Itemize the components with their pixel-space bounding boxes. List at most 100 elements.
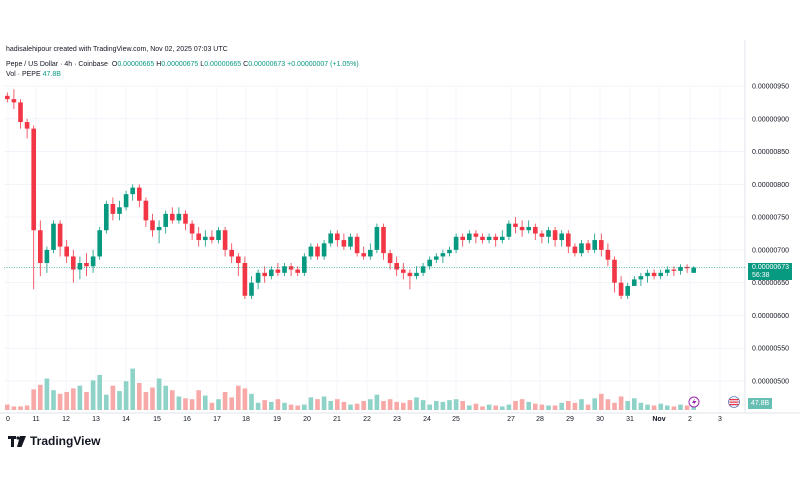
candle-body[interactable] (328, 233, 334, 244)
candle-body[interactable] (51, 223, 56, 250)
candle-body[interactable] (400, 269, 406, 273)
candle-body[interactable] (123, 194, 129, 208)
candle-body[interactable] (618, 282, 624, 296)
candle-body[interactable] (546, 230, 551, 237)
candle-body[interactable] (334, 233, 340, 241)
candle-body[interactable] (460, 236, 466, 241)
candle-body[interactable] (585, 243, 591, 250)
candle-body[interactable] (37, 230, 43, 263)
candle-body[interactable] (341, 240, 347, 247)
candle-body[interactable] (387, 253, 393, 263)
candle-body[interactable] (31, 128, 37, 231)
candle-body[interactable] (381, 226, 386, 254)
candle-body[interactable] (24, 122, 30, 129)
tradingview-logo[interactable]: TradingView (8, 434, 100, 448)
candle-body[interactable] (658, 272, 664, 277)
candle-body[interactable] (433, 256, 439, 260)
candle-body[interactable] (625, 285, 631, 296)
candle-body[interactable] (209, 236, 215, 241)
candle-body[interactable] (678, 266, 683, 271)
candle-body[interactable] (189, 223, 195, 234)
candle-body[interactable] (90, 256, 96, 267)
candle-body[interactable] (249, 282, 254, 296)
candle-body[interactable] (268, 269, 274, 277)
candle-body[interactable] (486, 236, 492, 241)
candle-body[interactable] (539, 233, 545, 237)
candle-body[interactable] (275, 269, 281, 273)
candle-body[interactable] (605, 249, 611, 260)
candle-body[interactable] (645, 272, 650, 277)
candle-body[interactable] (57, 223, 63, 247)
candle-body[interactable] (150, 220, 155, 231)
candle-body[interactable] (513, 223, 518, 227)
candle-body[interactable] (301, 256, 307, 273)
candle-body[interactable] (559, 233, 565, 241)
candle-body[interactable] (414, 272, 419, 277)
candle-body[interactable] (361, 253, 367, 257)
candle-body[interactable] (612, 259, 617, 283)
candle-body[interactable] (440, 253, 446, 257)
candle-body[interactable] (130, 187, 136, 195)
candle-body[interactable] (519, 226, 525, 231)
candle-body[interactable] (480, 236, 485, 241)
candle-body[interactable] (651, 272, 657, 277)
candle-body[interactable] (592, 240, 598, 250)
candle-body[interactable] (176, 213, 182, 221)
candle-body[interactable] (229, 249, 235, 257)
candle-body[interactable] (202, 236, 208, 241)
candle-body[interactable] (348, 236, 353, 247)
candle-body[interactable] (354, 236, 360, 254)
candle-body[interactable] (493, 236, 499, 241)
candle-body[interactable] (11, 99, 17, 103)
candle-body[interactable] (143, 200, 149, 221)
candle-body[interactable] (321, 243, 327, 257)
candle-body[interactable] (18, 102, 23, 123)
candle-body[interactable] (579, 243, 584, 254)
candle-body[interactable] (367, 249, 373, 257)
candle-body[interactable] (64, 246, 70, 257)
candle-body[interactable] (262, 272, 268, 277)
candle-body[interactable] (473, 233, 479, 237)
candle-body[interactable] (407, 272, 413, 277)
candle-body[interactable] (4, 95, 10, 100)
candle-body[interactable] (598, 240, 604, 250)
candle-body[interactable] (638, 276, 644, 280)
symbol-name[interactable]: Pepe / US Dollar · 4h · Coinbase (6, 61, 108, 68)
candle-body[interactable] (315, 246, 320, 257)
candle-body[interactable] (295, 269, 301, 273)
candle-body[interactable] (499, 236, 505, 241)
candle-body[interactable] (466, 233, 472, 241)
candle-body[interactable] (84, 263, 89, 267)
candle-body[interactable] (242, 263, 248, 296)
candle-body[interactable] (532, 226, 538, 234)
candle-body[interactable] (77, 263, 83, 270)
candle-body[interactable] (282, 266, 287, 273)
candle-body[interactable] (70, 256, 76, 270)
candle-body[interactable] (526, 226, 532, 231)
candle-body[interactable] (453, 236, 459, 250)
candle-body[interactable] (44, 249, 50, 263)
candle-body[interactable] (427, 259, 433, 267)
candle-body[interactable] (671, 269, 677, 271)
candle-body[interactable] (255, 272, 261, 283)
candle-body[interactable] (506, 223, 512, 237)
candle-body[interactable] (97, 230, 103, 257)
candle-body[interactable] (308, 246, 314, 257)
candle-body[interactable] (216, 230, 221, 241)
candle-body[interactable] (136, 187, 142, 201)
volume-label[interactable]: Vol · PEPE (6, 71, 41, 78)
candle-body[interactable] (394, 263, 400, 270)
candle-body[interactable] (110, 204, 116, 214)
candle-body[interactable] (664, 269, 670, 273)
candle-body[interactable] (156, 226, 162, 231)
candle-body[interactable] (565, 233, 571, 247)
candle-body[interactable] (222, 230, 228, 250)
candle-body[interactable] (374, 226, 380, 250)
candle-body[interactable] (163, 213, 169, 227)
candle-body[interactable] (447, 249, 452, 254)
candle-body[interactable] (103, 204, 109, 231)
candle-body[interactable] (235, 256, 241, 263)
candle-body[interactable] (572, 246, 578, 254)
candle-body[interactable] (183, 213, 188, 224)
